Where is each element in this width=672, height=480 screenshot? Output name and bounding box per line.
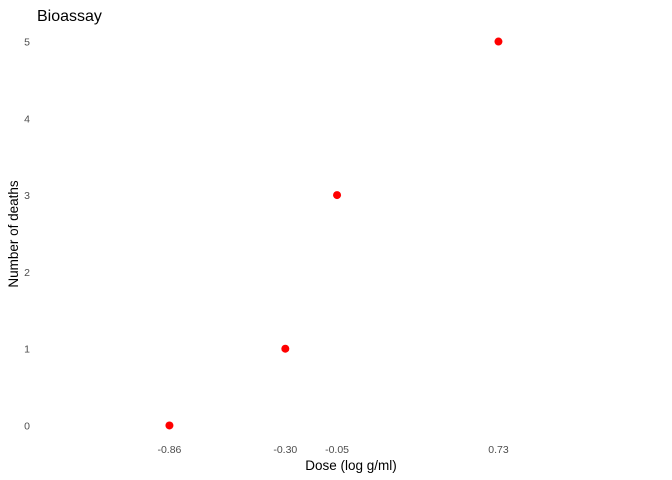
- y-tick-label: 2: [24, 267, 30, 279]
- y-tick-label: 0: [24, 420, 30, 432]
- x-tick-label: -0.05: [325, 444, 349, 456]
- y-axis-tick-labels: 0 1 2 3 4 5: [24, 37, 30, 433]
- x-tick-label: -0.86: [157, 444, 181, 456]
- x-axis-title: Dose (log g/ml): [305, 458, 397, 473]
- y-tick-label: 4: [24, 113, 30, 125]
- y-tick-label: 5: [24, 37, 30, 49]
- x-tick-label: 0.73: [488, 444, 509, 456]
- y-axis-title: Number of deaths: [6, 180, 21, 288]
- x-tick-label: -0.30: [273, 444, 297, 456]
- data-point: [281, 344, 290, 353]
- data-point: [494, 37, 503, 46]
- x-axis-tick-labels: -0.86 -0.30 -0.05 0.73: [157, 444, 508, 456]
- y-tick-label: 1: [24, 344, 30, 356]
- data-point: [165, 421, 174, 430]
- chart-title: Bioassay: [37, 8, 102, 25]
- data-points: [165, 37, 503, 430]
- data-point: [333, 191, 342, 200]
- y-tick-label: 3: [24, 190, 30, 202]
